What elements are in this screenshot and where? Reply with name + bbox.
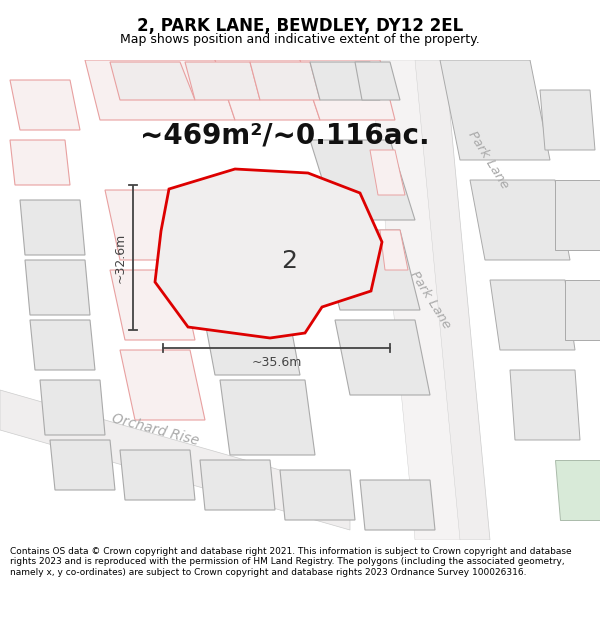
Polygon shape <box>395 60 490 540</box>
Polygon shape <box>555 180 600 250</box>
Polygon shape <box>120 350 205 420</box>
Text: Contains OS data © Crown copyright and database right 2021. This information is : Contains OS data © Crown copyright and d… <box>10 547 572 577</box>
Polygon shape <box>195 210 295 290</box>
Polygon shape <box>105 190 190 260</box>
Polygon shape <box>335 320 430 395</box>
Polygon shape <box>120 450 195 500</box>
Text: ~469m²/~0.116ac.: ~469m²/~0.116ac. <box>140 121 430 149</box>
Polygon shape <box>110 270 195 340</box>
Polygon shape <box>440 60 550 160</box>
Polygon shape <box>370 150 405 195</box>
Polygon shape <box>0 390 350 530</box>
Polygon shape <box>370 60 460 540</box>
Polygon shape <box>10 80 80 130</box>
Polygon shape <box>220 380 315 455</box>
Polygon shape <box>40 380 105 435</box>
Polygon shape <box>215 60 320 120</box>
Text: 2, PARK LANE, BEWDLEY, DY12 2EL: 2, PARK LANE, BEWDLEY, DY12 2EL <box>137 18 463 36</box>
Polygon shape <box>50 440 115 490</box>
Polygon shape <box>30 320 95 370</box>
Polygon shape <box>320 230 420 310</box>
Polygon shape <box>200 295 300 375</box>
Polygon shape <box>155 169 382 338</box>
Polygon shape <box>250 62 320 100</box>
Polygon shape <box>280 470 355 520</box>
Polygon shape <box>110 62 195 100</box>
Polygon shape <box>25 260 90 315</box>
Polygon shape <box>310 62 380 100</box>
Polygon shape <box>510 370 580 440</box>
Polygon shape <box>20 200 85 255</box>
Text: 2: 2 <box>281 249 297 273</box>
Text: Orchard Rise: Orchard Rise <box>110 412 200 448</box>
Polygon shape <box>470 180 570 260</box>
Text: Park Lane: Park Lane <box>465 129 511 191</box>
Polygon shape <box>185 62 260 100</box>
Polygon shape <box>85 60 235 120</box>
Polygon shape <box>355 62 400 100</box>
Polygon shape <box>490 280 575 350</box>
Polygon shape <box>360 480 435 530</box>
Polygon shape <box>540 90 595 150</box>
Text: ~32.6m: ~32.6m <box>113 232 127 282</box>
Polygon shape <box>380 230 408 270</box>
Polygon shape <box>555 460 600 520</box>
Text: Map shows position and indicative extent of the property.: Map shows position and indicative extent… <box>120 32 480 46</box>
Polygon shape <box>200 460 275 510</box>
Polygon shape <box>565 280 600 340</box>
Text: Park Lane: Park Lane <box>407 269 453 331</box>
Polygon shape <box>310 140 415 220</box>
Polygon shape <box>10 140 70 185</box>
Text: ~35.6m: ~35.6m <box>251 356 302 369</box>
Polygon shape <box>300 60 395 120</box>
